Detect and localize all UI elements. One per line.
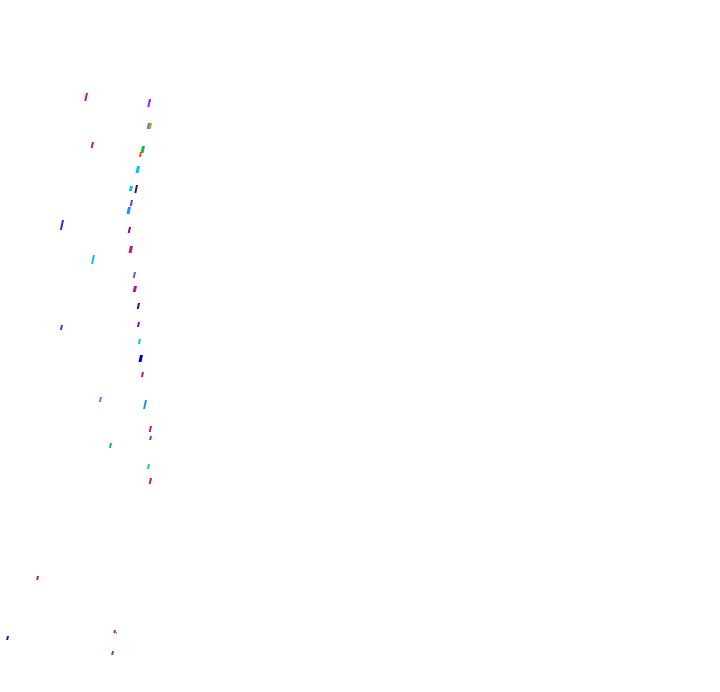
colored-tick-mark [135, 166, 141, 173]
colored-tick-mark [111, 651, 114, 655]
colored-tick-mark [137, 339, 141, 344]
colored-tick-mark [140, 372, 144, 377]
colored-tick-mark [140, 146, 145, 153]
colored-tick-mark [129, 200, 133, 206]
colored-tick-mark [59, 220, 64, 230]
colored-tick-mark [136, 322, 140, 327]
colored-tick-mark [90, 142, 94, 148]
colored-tick-mark [115, 632, 117, 634]
colored-tick-mark [143, 400, 147, 409]
colored-tick-mark [113, 630, 116, 633]
colored-tick-mark [84, 93, 88, 101]
colored-tick-mark [136, 303, 140, 309]
colored-tick-mark [149, 436, 152, 440]
colored-tick-mark [36, 576, 39, 580]
colored-tick-mark [128, 186, 133, 191]
colored-tick-mark [108, 443, 112, 448]
colored-tick-mark [134, 185, 138, 193]
colored-tick-mark [126, 207, 132, 214]
colored-tick-mark [132, 272, 136, 278]
colored-tick-mark [128, 246, 133, 253]
colored-tick-mark [149, 100, 151, 102]
colored-tick-mark [148, 123, 152, 129]
colored-tick-mark [132, 286, 137, 292]
colored-tick-mark [91, 255, 95, 264]
scatter-marks-group [6, 93, 152, 655]
colored-tick-mark [127, 227, 131, 233]
colored-tick-mark [138, 152, 142, 157]
colored-tick-mark [98, 397, 102, 402]
colored-tick-mark [138, 355, 144, 362]
colored-tick-mark [59, 325, 63, 330]
colored-tick-mark [148, 426, 152, 432]
colored-tick-mark [6, 636, 10, 640]
colored-tick-mark [146, 464, 150, 469]
colored-tick-mark [148, 478, 152, 484]
